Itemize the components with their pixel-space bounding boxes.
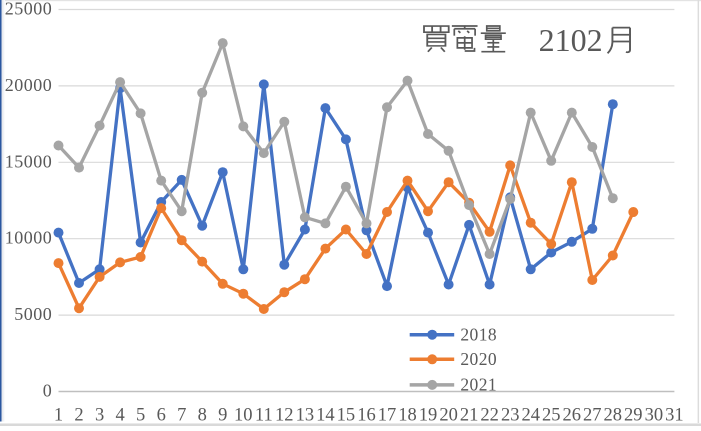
svg-text:24: 24 — [521, 406, 540, 426]
svg-text:25: 25 — [542, 406, 561, 426]
svg-text:13: 13 — [296, 406, 315, 426]
svg-text:10: 10 — [234, 406, 253, 426]
svg-text:18: 18 — [398, 406, 417, 426]
svg-text:20000: 20000 — [5, 75, 53, 95]
svg-text:21: 21 — [460, 406, 479, 426]
svg-text:2021: 2021 — [460, 375, 497, 395]
svg-text:14: 14 — [316, 406, 335, 426]
svg-text:22: 22 — [480, 406, 499, 426]
svg-text:2020: 2020 — [460, 349, 497, 369]
svg-text:15: 15 — [337, 406, 356, 426]
svg-text:6: 6 — [157, 406, 166, 426]
svg-text:10000: 10000 — [5, 228, 53, 248]
svg-text:15000: 15000 — [5, 151, 53, 171]
svg-text:3: 3 — [95, 406, 104, 426]
svg-text:19: 19 — [419, 406, 438, 426]
svg-text:25000: 25000 — [5, 0, 53, 19]
svg-text:11: 11 — [255, 406, 273, 426]
svg-text:5: 5 — [136, 406, 145, 426]
svg-text:26: 26 — [563, 406, 582, 426]
svg-text:20: 20 — [439, 406, 458, 426]
svg-text:0: 0 — [43, 381, 53, 401]
svg-text:12: 12 — [275, 406, 294, 426]
svg-text:9: 9 — [218, 406, 227, 426]
svg-text:28: 28 — [604, 406, 623, 426]
svg-text:2018: 2018 — [460, 324, 497, 344]
svg-text:7: 7 — [177, 406, 186, 426]
svg-text:23: 23 — [501, 406, 520, 426]
svg-text:17: 17 — [378, 406, 397, 426]
svg-text:29: 29 — [624, 406, 643, 426]
svg-text:16: 16 — [357, 406, 376, 426]
svg-text:4: 4 — [115, 406, 124, 426]
svg-text:1: 1 — [54, 406, 63, 426]
svg-text:27: 27 — [583, 406, 602, 426]
svg-text:30: 30 — [645, 406, 664, 426]
svg-text:31: 31 — [665, 406, 684, 426]
svg-text:8: 8 — [198, 406, 207, 426]
svg-text:5000: 5000 — [14, 304, 52, 324]
svg-text:2: 2 — [74, 406, 83, 426]
svg-text:2102: 2102 — [539, 22, 603, 58]
